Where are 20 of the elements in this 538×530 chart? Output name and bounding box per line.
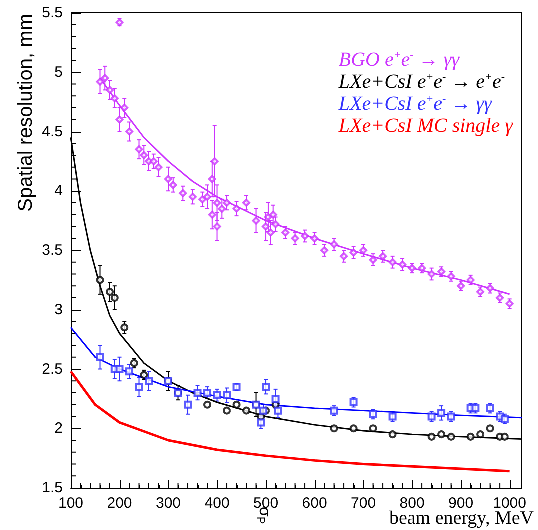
x-tick-label: 600 xyxy=(302,495,328,512)
y-tick-label: 4.5 xyxy=(42,123,63,140)
x-tick-label: 700 xyxy=(351,495,376,512)
y-tick-label: 2 xyxy=(54,420,63,438)
y-tick-label: 1.5 xyxy=(42,480,63,496)
x-tick-label: 100 xyxy=(58,495,84,512)
y-tick-label: 5 xyxy=(54,64,63,81)
y-tick-label: 4 xyxy=(54,182,63,200)
x-tick-label: 200 xyxy=(107,495,132,512)
y-axis-title: Spatial resolution, mm xyxy=(15,14,37,212)
text: LXe+CsI MC single γ xyxy=(338,115,514,137)
y-tick-label: 3.5 xyxy=(42,242,63,259)
text: BGO e+e- → γγ xyxy=(338,49,461,71)
y-tick-label: 3 xyxy=(54,301,63,318)
x-tick-label: 300 xyxy=(156,495,182,512)
y-tick-label: 2.5 xyxy=(42,360,63,378)
text: LXe+CsI e+e- → e+e- xyxy=(338,71,506,93)
x-tick-label: 400 xyxy=(204,495,230,512)
text: LXe+CsI e+e- → γγ xyxy=(338,93,494,115)
y-tick-label: 5.5 xyxy=(42,4,63,22)
